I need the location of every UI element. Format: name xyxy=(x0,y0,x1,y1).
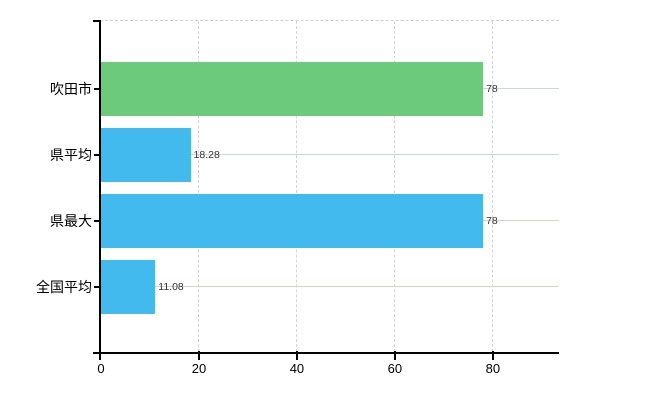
category-label: 吹田市 xyxy=(50,81,92,97)
x-tick-label: 60 xyxy=(387,361,403,376)
y-axis-tick xyxy=(94,286,100,288)
value-label: 78 xyxy=(486,215,498,227)
bar xyxy=(101,194,484,248)
bar xyxy=(101,260,156,314)
x-tick-label: 20 xyxy=(191,361,207,376)
x-axis-line xyxy=(93,352,559,354)
y-axis-line xyxy=(99,20,101,360)
vertical-gridline xyxy=(491,21,493,352)
plot-top-border xyxy=(100,20,559,21)
bar xyxy=(101,62,484,116)
bar xyxy=(101,128,191,182)
x-axis-tick xyxy=(295,351,298,360)
horizontal-gridline xyxy=(101,286,559,287)
vertical-gridline xyxy=(295,21,297,352)
vertical-gridline xyxy=(393,21,395,352)
value-label: 18.28 xyxy=(193,149,220,161)
y-axis-tick xyxy=(94,154,100,156)
x-axis-tick xyxy=(393,351,396,360)
value-label: 78 xyxy=(486,83,498,95)
category-label: 県最大 xyxy=(50,213,92,229)
x-axis-tick xyxy=(197,351,200,360)
x-tick-label: 40 xyxy=(289,361,305,376)
x-axis-tick xyxy=(491,351,494,360)
x-tick-label: 0 xyxy=(97,361,105,376)
y-axis-top-tick xyxy=(93,20,100,22)
x-tick-label: 80 xyxy=(485,361,501,376)
vertical-gridline xyxy=(197,21,199,352)
category-label: 県平均 xyxy=(50,147,92,163)
horizontal-gridline xyxy=(101,154,559,155)
y-axis-tick xyxy=(94,88,100,90)
value-label: 11.08 xyxy=(158,281,184,293)
y-axis-tick xyxy=(94,220,100,222)
category-label: 全国平均 xyxy=(36,279,92,295)
